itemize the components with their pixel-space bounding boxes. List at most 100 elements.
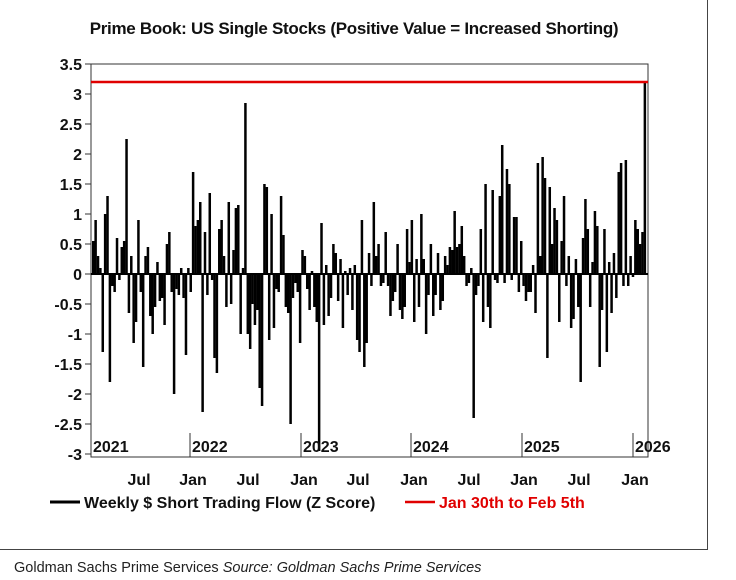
bar — [465, 274, 468, 286]
bar — [612, 253, 616, 274]
bar — [237, 205, 240, 274]
bar — [125, 139, 128, 274]
bar — [636, 229, 639, 274]
bar — [441, 274, 445, 301]
bar — [508, 184, 511, 274]
bar — [615, 274, 618, 298]
bar — [106, 196, 109, 274]
bar — [536, 163, 540, 274]
bar — [386, 274, 390, 286]
bar — [101, 274, 105, 352]
bar — [260, 274, 264, 406]
bar — [384, 232, 387, 274]
bar — [298, 274, 302, 343]
year-label: 2023 — [303, 439, 339, 456]
chart-frame — [0, 0, 708, 550]
bar — [405, 229, 409, 274]
bar — [189, 274, 192, 292]
bar — [179, 268, 183, 274]
bar — [351, 274, 354, 310]
bar — [517, 274, 521, 292]
bar — [610, 274, 613, 313]
bar — [336, 274, 340, 301]
bar — [99, 268, 102, 274]
bar — [265, 187, 269, 274]
bar — [160, 274, 164, 298]
bar — [170, 274, 173, 292]
bar — [634, 220, 637, 274]
bar — [325, 265, 328, 274]
bar — [524, 274, 528, 301]
bar — [203, 232, 207, 274]
bar — [146, 247, 150, 274]
month-label: Jan — [510, 472, 538, 489]
bar — [360, 220, 364, 274]
bar — [631, 274, 635, 277]
bar — [462, 256, 466, 274]
bar — [605, 274, 609, 352]
year-label: 2024 — [413, 439, 449, 456]
bar — [577, 274, 580, 307]
y-tick-label: 2.5 — [60, 117, 82, 134]
bar — [474, 274, 478, 295]
bar — [308, 274, 311, 310]
bar — [415, 259, 418, 274]
bar — [427, 274, 430, 295]
bar — [420, 214, 423, 274]
bar — [560, 241, 563, 274]
bar — [165, 244, 169, 274]
month-label: Jul — [457, 472, 480, 489]
plot-border — [90, 63, 649, 458]
year-label: 2022 — [192, 439, 228, 456]
bar — [120, 247, 124, 274]
bar — [222, 256, 226, 274]
y-tick-label: 0.5 — [60, 237, 82, 254]
bar — [168, 232, 171, 274]
bar — [370, 274, 373, 286]
bar — [443, 256, 447, 274]
bar — [546, 274, 549, 358]
bar — [363, 274, 366, 367]
bar — [491, 190, 494, 274]
bar — [284, 274, 288, 307]
bar — [489, 274, 492, 328]
bar — [453, 211, 456, 274]
chart-title: Prime Book: US Single Stocks (Positive V… — [89, 19, 619, 38]
bar — [220, 220, 223, 274]
bar — [163, 274, 166, 325]
y-tick-label: 3 — [73, 87, 82, 104]
bar — [296, 274, 299, 292]
bar — [172, 274, 176, 394]
bar — [432, 274, 435, 316]
bar — [103, 214, 107, 274]
bar — [175, 274, 178, 289]
bar — [251, 274, 254, 304]
bar — [403, 274, 406, 307]
bar — [241, 268, 245, 274]
bar — [477, 274, 480, 286]
bar — [320, 223, 323, 274]
bar — [603, 229, 606, 274]
bar — [127, 274, 131, 313]
bar — [353, 265, 357, 274]
bar — [510, 274, 513, 280]
bar — [539, 256, 542, 274]
chart-svg: 3.5 3 2.5 2 1.5 1 0.5 0 -0.5 -1 -1.5 -2 -2.5 -3 2021 20… — [50, 57, 671, 512]
footer-source-prefix: Goldman Sachs Prime Services — [14, 560, 219, 576]
bar — [346, 274, 349, 295]
bar — [344, 271, 347, 274]
bar — [132, 274, 135, 343]
y-tick-label: 3.5 — [60, 57, 82, 74]
bar — [258, 274, 261, 388]
bar — [187, 268, 190, 274]
bar — [486, 274, 490, 307]
bar — [108, 274, 112, 382]
bar — [493, 274, 497, 280]
year-label: 2025 — [524, 439, 560, 456]
y-tick-label: -3 — [68, 447, 82, 464]
bar — [232, 250, 235, 274]
bar — [398, 274, 402, 310]
bar — [144, 256, 147, 274]
bar — [367, 253, 371, 274]
bar — [286, 274, 290, 313]
